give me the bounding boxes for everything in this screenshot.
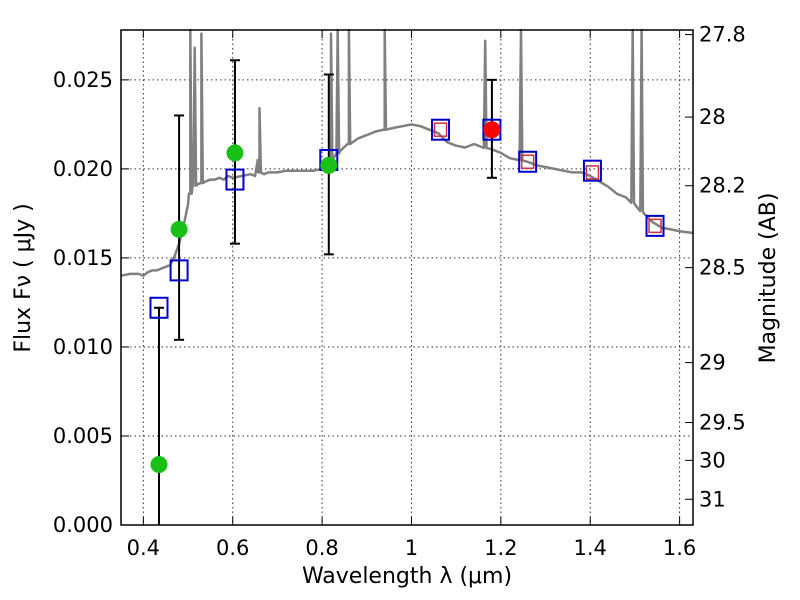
y-tick-label: 0.020 bbox=[53, 157, 113, 181]
model-spectrum bbox=[120, 28, 694, 277]
right-axis-ticks: 27.8 28 28.2 28.5 29 29.5 30 31 bbox=[685, 23, 746, 511]
x-tick-label: 1.6 bbox=[663, 536, 696, 560]
error-bars bbox=[153, 59, 497, 525]
right-tick-label: 30 bbox=[699, 448, 726, 472]
green-circle-marker bbox=[150, 455, 168, 473]
y-axis-ticks: 0.000 0.005 0.010 0.015 0.020 0.025 bbox=[53, 68, 129, 537]
pink-square-marker bbox=[648, 218, 662, 234]
blue-square-marker bbox=[582, 159, 602, 182]
y-axis-label: Flux Fν ( μJy ) bbox=[11, 203, 36, 352]
right-tick-label: 29.5 bbox=[699, 411, 746, 435]
right-tick-label: 28.2 bbox=[699, 174, 746, 198]
x-tick-label: 1.2 bbox=[484, 536, 517, 560]
pink-square-marker bbox=[433, 122, 448, 137]
blue-square-marker bbox=[169, 259, 189, 282]
y-tick-label: 0.010 bbox=[53, 335, 113, 359]
plot-frame bbox=[120, 29, 694, 526]
x-tick-label: 0.8 bbox=[305, 536, 338, 560]
model-spectrum-line bbox=[120, 28, 694, 277]
blue-square-marker bbox=[645, 214, 665, 237]
y-tick-label: 0.025 bbox=[53, 68, 113, 92]
green-circle-marker bbox=[226, 144, 244, 162]
green-circle-marker bbox=[170, 220, 188, 238]
x-tick-label: 1 bbox=[405, 536, 418, 560]
right-axis-label: Magnitude (AB) bbox=[756, 193, 781, 364]
red-circle-marker bbox=[483, 121, 501, 139]
blue-square-marker bbox=[518, 150, 538, 173]
blue-square-marker bbox=[431, 118, 451, 141]
green-circle-marker bbox=[320, 156, 338, 174]
right-tick-label: 27.8 bbox=[699, 23, 746, 47]
photometry-markers bbox=[149, 118, 665, 473]
pink-square-marker bbox=[585, 165, 600, 180]
right-tick-label: 29 bbox=[699, 351, 726, 375]
blue-square-marker bbox=[225, 168, 245, 191]
grid bbox=[121, 30, 693, 525]
x-axis-ticks: 0.4 0.6 0.8 1 1.2 1.4 1.6 bbox=[127, 30, 696, 560]
x-axis-label: Wavelength λ (μm) bbox=[302, 564, 512, 589]
y-tick-label: 0.015 bbox=[53, 246, 113, 270]
blue-square-marker bbox=[149, 296, 169, 319]
pink-square-marker bbox=[520, 154, 535, 170]
right-tick-label: 28.5 bbox=[699, 256, 746, 280]
right-tick-label: 28 bbox=[699, 105, 726, 129]
right-tick-label: 31 bbox=[699, 487, 726, 511]
x-tick-label: 1.4 bbox=[574, 536, 607, 560]
x-tick-label: 0.6 bbox=[216, 536, 249, 560]
y-tick-label: 0.000 bbox=[53, 513, 113, 537]
x-tick-label: 0.4 bbox=[127, 536, 160, 560]
y-tick-label: 0.005 bbox=[53, 424, 113, 448]
